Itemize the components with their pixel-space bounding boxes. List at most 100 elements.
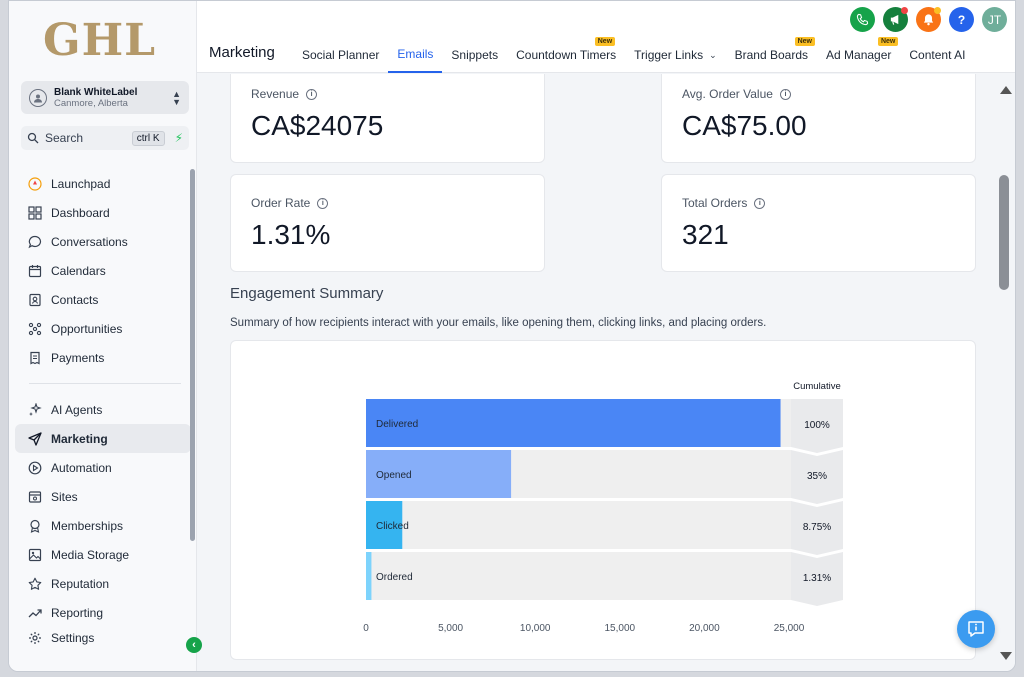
chat-icon <box>28 235 42 248</box>
sidebar-item-sites[interactable]: Sites <box>15 482 191 511</box>
bar-label: Ordered <box>376 572 413 583</box>
sidebar-item-label: Reporting <box>51 605 104 620</box>
sidebar-divider <box>29 383 181 384</box>
cumulative-header: Cumulative <box>793 381 841 392</box>
cumulative-value: 100% <box>804 420 830 431</box>
sidebar-collapse-button[interactable]: ‹ <box>186 637 202 653</box>
brand-logo[interactable]: GHL <box>43 15 157 66</box>
revenue-value: CA$24075 <box>251 110 384 141</box>
total-orders-label: Total Orders i <box>682 196 766 210</box>
sidebar-nav: Launchpad Dashboard Conversations Calend… <box>15 169 191 649</box>
aov-card: Avg. Order Value i CA$75.00 <box>661 74 976 163</box>
sidebar-search[interactable]: Search ctrl K ⚡ <box>21 126 189 150</box>
cumulative-value: 35% <box>807 471 827 482</box>
user-avatar[interactable]: JT <box>982 7 1007 32</box>
info-icon[interactable]: i <box>306 88 318 100</box>
tab-social-planner[interactable]: Social Planner <box>293 37 388 73</box>
help-button[interactable]: ? <box>949 7 974 32</box>
tab-snippets[interactable]: Snippets <box>442 37 507 73</box>
sidebar-item-label: Marketing <box>51 431 108 446</box>
tab-ad-manager[interactable]: New Ad Manager <box>817 37 900 73</box>
sidebar-item-label: Dashboard <box>51 205 110 220</box>
gear-icon <box>29 632 41 644</box>
scrollbar-thumb[interactable] <box>999 175 1009 290</box>
tab-trigger-links[interactable]: Trigger Links ⌄ <box>625 37 725 73</box>
info-icon[interactable]: i <box>317 197 329 209</box>
cumulative-chevron <box>791 501 843 555</box>
trend-icon <box>28 608 42 617</box>
account-location: Canmore, Alberta <box>54 97 128 109</box>
phone-icon <box>856 13 869 26</box>
new-badge: New <box>877 37 899 46</box>
bar-ordered <box>366 552 372 600</box>
chevron-down-icon: ⌄ <box>709 49 717 60</box>
account-switcher[interactable]: Blank WhiteLabel Canmore, Alberta ▲ ▼ <box>21 81 189 114</box>
bar-opened <box>366 450 512 498</box>
scroll-down-arrow-icon[interactable] <box>1000 652 1012 660</box>
sidebar-item-launchpad[interactable]: Launchpad <box>15 169 191 198</box>
engagement-chart-card: Cumulative Delivered 100% Opened 35% Clicked 8… <box>230 340 976 660</box>
x-tick-label: 25,000 <box>774 623 805 634</box>
tab-label: Ad Manager <box>826 48 892 62</box>
x-tick-label: 10,000 <box>520 623 551 634</box>
chat-info-icon <box>968 621 984 637</box>
stat-label-text: Revenue <box>251 87 300 101</box>
bar-clicked <box>366 501 403 549</box>
main-scrollbar[interactable] <box>997 74 1015 671</box>
header-actions: ? JT <box>850 7 1007 32</box>
engagement-description: Summary of how recipients interact with … <box>230 317 767 329</box>
star-icon <box>28 577 42 590</box>
cumulative-value: 1.31% <box>803 573 831 584</box>
sidebar-scrollbar[interactable] <box>190 169 195 541</box>
tab-content-ai[interactable]: Content AI <box>900 37 974 73</box>
notifications-button[interactable] <box>916 7 941 32</box>
chat-support-button[interactable] <box>957 610 995 648</box>
sidebar-item-calendars[interactable]: Calendars <box>15 256 191 285</box>
sidebar-item-marketing[interactable]: Marketing <box>15 424 191 453</box>
phone-button[interactable] <box>850 7 875 32</box>
sidebar-item-contacts[interactable]: Contacts <box>15 285 191 314</box>
marketing-tabs: Social Planner Emails Snippets New Count… <box>293 37 974 73</box>
play-circle-icon <box>28 461 42 474</box>
bar-delivered <box>366 399 781 447</box>
sidebar-item-media-storage[interactable]: Media Storage <box>15 540 191 569</box>
sidebar-item-label: Opportunities <box>51 321 123 336</box>
sparkles-icon <box>29 402 42 416</box>
tab-emails[interactable]: Emails <box>388 37 443 73</box>
sidebar-item-automation[interactable]: Automation <box>15 453 191 482</box>
sidebar-item-opportunities[interactable]: Opportunities <box>15 314 191 343</box>
sidebar-item-payments[interactable]: Payments <box>15 343 191 372</box>
sidebar-item-settings[interactable]: Settings <box>15 627 191 649</box>
help-icon: ? <box>957 12 966 27</box>
bar-label: Delivered <box>376 419 418 430</box>
tab-label: Content AI <box>909 48 966 62</box>
sidebar-item-label: Contacts <box>51 292 99 307</box>
announcements-button[interactable] <box>883 7 908 32</box>
megaphone-icon <box>890 14 899 25</box>
tab-label: Countdown Timers <box>516 48 617 62</box>
info-icon[interactable]: i <box>754 197 766 209</box>
total-orders-card: Total Orders i 321 <box>661 174 976 272</box>
stat-label-text: Total Orders <box>682 196 748 210</box>
x-tick-label: 5,000 <box>438 623 463 634</box>
tab-countdown-timers[interactable]: New Countdown Timers <box>507 37 625 73</box>
sidebar-item-ai-agents[interactable]: AI Agents <box>15 395 191 424</box>
cumulative-chevron <box>791 552 843 606</box>
sidebar-item-memberships[interactable]: Memberships <box>15 511 191 540</box>
main-content: Revenue i CA$24075 Avg. Order Value i CA$7… <box>197 74 997 671</box>
tab-label: Trigger Links <box>634 48 704 62</box>
sidebar-item-dashboard[interactable]: Dashboard <box>15 198 191 227</box>
search-label: Search <box>45 131 84 145</box>
sidebar-item-reputation[interactable]: Reputation <box>15 569 191 598</box>
x-tick-label: 20,000 <box>689 623 720 634</box>
sidebar-item-reporting[interactable]: Reporting <box>15 598 191 627</box>
tab-brand-boards[interactable]: New Brand Boards <box>726 37 817 73</box>
engagement-title: Engagement Summary <box>230 285 384 302</box>
scroll-up-arrow-icon[interactable] <box>1000 86 1012 94</box>
info-icon[interactable]: i <box>779 88 791 100</box>
rocket-icon <box>28 176 42 191</box>
cumulative-chevron <box>791 450 843 504</box>
lightning-icon[interactable]: ⚡ <box>174 131 183 145</box>
sidebar-item-conversations[interactable]: Conversations <box>15 227 191 256</box>
aov-value: CA$75.00 <box>682 110 807 141</box>
